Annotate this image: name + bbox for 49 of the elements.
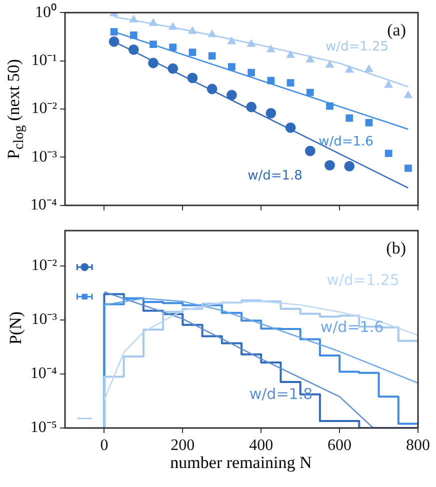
y-tick-label: 10⁻²	[31, 100, 58, 118]
x-axis-title: number remaining N	[170, 453, 312, 473]
x-tick-label: 400	[249, 436, 274, 454]
point	[324, 160, 335, 170]
point	[344, 161, 355, 172]
x-tick-label: 800	[406, 436, 430, 454]
y-tick-label: 10⁰	[35, 2, 57, 21]
point	[306, 88, 314, 96]
series-label: w/d=1.6	[318, 134, 374, 150]
point	[228, 63, 236, 70]
y-tick-label: 10⁻³	[31, 148, 58, 166]
x-tick-label: 600	[328, 436, 352, 454]
x-tick-label: 0	[100, 436, 108, 454]
annotation: (b)	[386, 238, 406, 258]
point	[266, 108, 276, 118]
point	[286, 50, 296, 58]
point	[346, 114, 354, 122]
point	[248, 68, 255, 76]
series-label: w/d=1.25	[326, 270, 400, 289]
point	[404, 164, 412, 172]
y-axis-title: P(N)	[6, 311, 26, 345]
y-tick-label: 10⁻⁴	[30, 196, 58, 214]
point	[286, 79, 294, 86]
point	[266, 44, 276, 52]
series-label: w/d=1.8	[249, 384, 313, 403]
point	[384, 80, 394, 88]
series-label: w/d=1.25	[325, 39, 389, 54]
y-tick-label: 10⁻¹	[31, 52, 58, 70]
x-tick-label: 200	[170, 436, 195, 454]
y-tick-label: 10⁻⁴	[30, 365, 58, 382]
y-tick-label: 10⁻⁵	[30, 419, 57, 436]
series-label: w/d=1.6	[320, 318, 384, 336]
point	[384, 150, 392, 158]
point	[306, 54, 315, 62]
point	[304, 146, 316, 156]
point	[365, 119, 373, 126]
y-tick-label: 10⁻²	[31, 257, 58, 274]
point	[188, 48, 196, 56]
point	[130, 32, 138, 39]
point	[108, 36, 120, 47]
point	[169, 44, 177, 52]
text: w/d=1.8	[248, 168, 302, 184]
point	[325, 60, 334, 68]
point	[226, 90, 237, 100]
point	[404, 90, 413, 98]
annotation: (a)	[387, 20, 406, 40]
point	[364, 64, 374, 72]
y-tick-label: 10⁻³	[31, 311, 58, 328]
point	[208, 52, 216, 60]
